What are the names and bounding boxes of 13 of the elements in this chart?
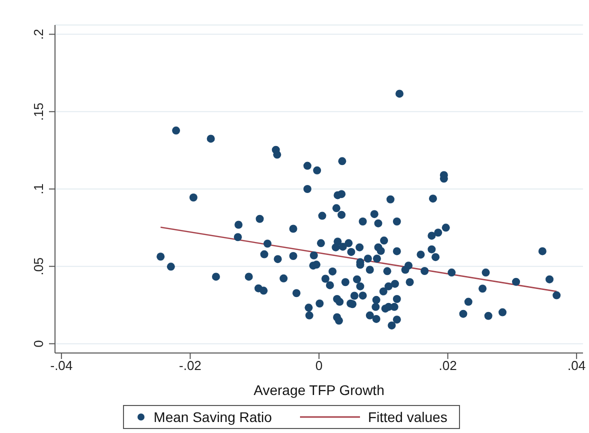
y-tick-label: .2: [31, 28, 46, 40]
x-axis-title: Average TFP Growth: [254, 382, 384, 398]
legend-label: Fitted values: [366, 409, 448, 425]
x-tick-label: -.04: [50, 358, 73, 374]
legend-label: Mean Saving Ratio: [152, 409, 272, 425]
y-tick-label: .1: [31, 184, 46, 194]
x-tick-label: .04: [568, 358, 586, 374]
x-tick-label: -.02: [179, 358, 202, 374]
y-tick-label: .15: [31, 102, 46, 121]
y-tick-label: 0: [31, 340, 46, 348]
x-tick-label: 0: [315, 358, 323, 374]
x-tick-label: .02: [438, 358, 457, 374]
y-tick-label: .05: [31, 257, 46, 276]
